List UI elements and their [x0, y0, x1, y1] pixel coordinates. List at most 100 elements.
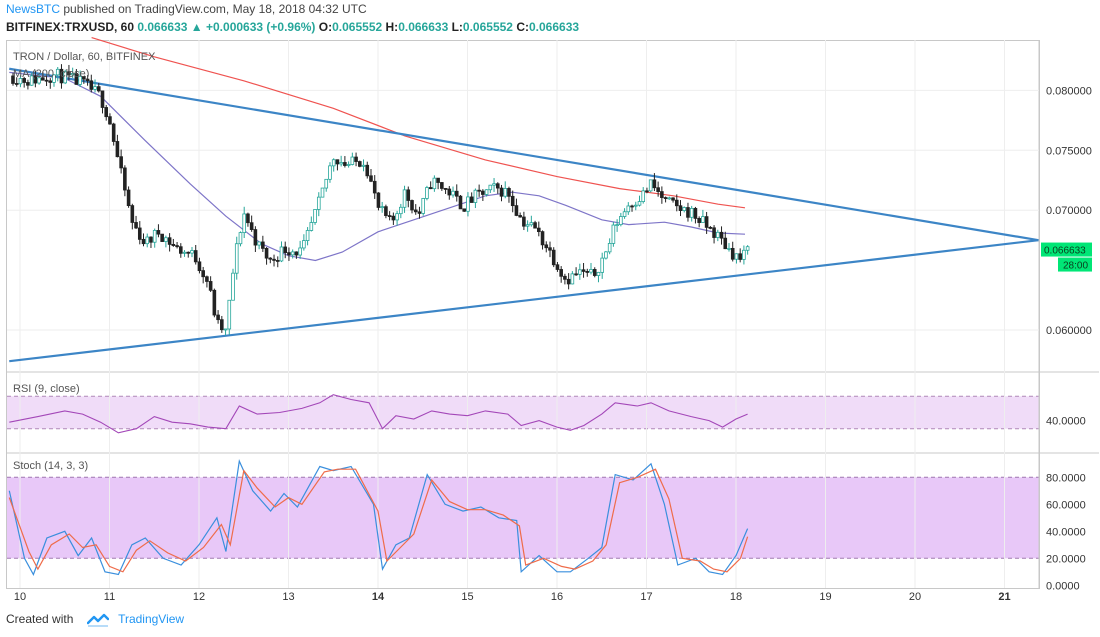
- candle-body: [440, 182, 444, 189]
- candle-body: [279, 246, 284, 262]
- candle-body: [268, 257, 273, 260]
- candle-body: [37, 77, 41, 84]
- candle-body: [264, 247, 269, 259]
- x-tick-label: 15: [461, 591, 473, 603]
- candle-body: [533, 222, 537, 229]
- trendline-upper[interactable]: [9, 67, 1039, 242]
- candle-body: [626, 205, 631, 213]
- candle-body: [89, 80, 94, 90]
- candle-body: [716, 231, 720, 238]
- candle-body: [298, 247, 302, 256]
- candle-body: [686, 207, 690, 218]
- candle-body: [712, 227, 716, 238]
- last-price: 0.066633: [137, 20, 188, 34]
- stoch-y-tick-label: 80.0000: [1046, 472, 1086, 484]
- candle-body: [432, 177, 437, 190]
- candle-body: [100, 90, 105, 108]
- candle-body: [74, 73, 79, 85]
- candle-body: [559, 269, 563, 277]
- candle-body: [492, 183, 496, 186]
- x-tick-label: 11: [104, 591, 115, 603]
- candle-body: [413, 209, 418, 213]
- candle-body: [186, 251, 191, 254]
- candle-body: [18, 78, 23, 85]
- candle-body: [667, 197, 672, 200]
- candle-body: [540, 231, 545, 246]
- candle-body: [742, 249, 746, 260]
- candle-body: [689, 207, 694, 218]
- candle-body: [436, 177, 440, 183]
- candle-body: [205, 276, 209, 282]
- candle-body: [272, 258, 276, 261]
- candle-body: [22, 78, 26, 83]
- publisher-brand[interactable]: NewsBTC: [6, 2, 61, 16]
- candle-body: [391, 215, 396, 221]
- tradingview-link[interactable]: TradingView: [118, 612, 185, 626]
- candle-body: [130, 205, 135, 223]
- created-with-label: Created with: [6, 612, 74, 626]
- symbol-label: BITFINEX:TRXUSD, 60: [6, 20, 135, 34]
- candle-body: [108, 116, 112, 125]
- tradingview-logo-icon[interactable]: [86, 613, 109, 627]
- candle-body: [246, 213, 250, 224]
- stoch-y-tick-label: 60.0000: [1046, 499, 1086, 511]
- candle-body: [96, 86, 101, 92]
- candle-body: [738, 253, 742, 260]
- candle-body: [227, 299, 232, 330]
- candle-body: [220, 319, 224, 331]
- candle-body: [660, 191, 664, 198]
- countdown-label: 28:00: [1063, 261, 1088, 272]
- candle-body: [503, 188, 508, 197]
- candle-body: [537, 227, 541, 233]
- trendline-lower[interactable]: [9, 239, 1039, 363]
- x-tick-label: 12: [193, 591, 205, 603]
- last-price-label: 0.066633: [1044, 246, 1086, 257]
- candle-body: [305, 230, 310, 241]
- price-pane-title: TRON / Dollar, 60, BITFINEX: [13, 51, 156, 63]
- candle-body: [320, 187, 325, 198]
- candle-body: [171, 243, 176, 246]
- stoch-y-tick-label: 20.0000: [1046, 553, 1086, 565]
- candle-body: [343, 162, 347, 166]
- candle-body: [67, 71, 71, 76]
- candle-body: [167, 237, 172, 245]
- candle-body: [193, 250, 198, 263]
- candle-body: [29, 75, 34, 86]
- candle-body: [223, 328, 228, 331]
- candle-body: [152, 230, 157, 243]
- candle-body: [451, 190, 455, 196]
- y-tick-label: 0.070000: [1046, 205, 1092, 217]
- candle-body: [52, 74, 56, 83]
- candle-body: [190, 250, 194, 254]
- candle-body: [637, 201, 642, 206]
- x-tick-label: 10: [14, 591, 26, 603]
- candle-body: [302, 240, 306, 249]
- candle-body: [164, 237, 168, 242]
- candle-body: [111, 123, 116, 142]
- ma-indicator-label: MA (200, close): [13, 68, 89, 80]
- close-value: 0.066633: [529, 20, 580, 34]
- candle-body: [630, 205, 634, 208]
- candle-body: [399, 206, 403, 215]
- candle-body: [55, 68, 60, 76]
- candle-body: [82, 75, 86, 80]
- candle-body: [328, 165, 332, 180]
- candle-body: [369, 175, 373, 182]
- candle-body: [622, 211, 627, 217]
- candle-body: [518, 215, 522, 218]
- candle-body: [141, 238, 146, 245]
- stoch-pane-title: Stoch (14, 3, 3): [13, 460, 88, 472]
- candle-body: [656, 187, 660, 192]
- y-tick-label: 0.080000: [1046, 85, 1092, 97]
- x-tick-label: 20: [909, 591, 921, 603]
- candle-body: [477, 189, 481, 192]
- candle-body: [734, 253, 739, 260]
- candle-body: [592, 269, 597, 276]
- candle-body: [137, 227, 142, 240]
- candle-body: [384, 206, 388, 216]
- candle-body: [93, 86, 97, 90]
- low-value: 0.065552: [462, 20, 513, 34]
- price-change: ▲: [190, 20, 203, 34]
- candle-body: [566, 278, 571, 285]
